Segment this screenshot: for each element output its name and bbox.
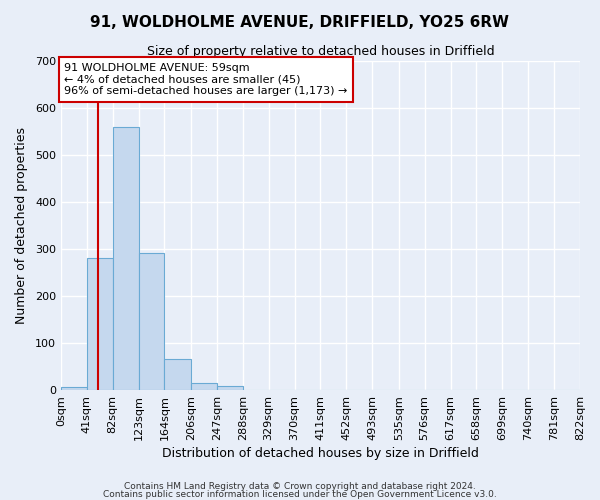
Text: 91 WOLDHOLME AVENUE: 59sqm
← 4% of detached houses are smaller (45)
96% of semi-: 91 WOLDHOLME AVENUE: 59sqm ← 4% of detac… (64, 63, 347, 96)
Y-axis label: Number of detached properties: Number of detached properties (15, 127, 28, 324)
Text: Contains HM Land Registry data © Crown copyright and database right 2024.: Contains HM Land Registry data © Crown c… (124, 482, 476, 491)
Title: Size of property relative to detached houses in Driffield: Size of property relative to detached ho… (146, 45, 494, 58)
Bar (164, 358, 191, 390)
Bar (191, 384, 217, 390)
Bar (113, 128, 139, 390)
Bar (61, 387, 87, 390)
Text: Contains public sector information licensed under the Open Government Licence v3: Contains public sector information licen… (103, 490, 497, 499)
Bar (87, 258, 113, 390)
Bar (139, 253, 164, 390)
Bar (217, 386, 243, 390)
X-axis label: Distribution of detached houses by size in Driffield: Distribution of detached houses by size … (162, 447, 479, 460)
Text: 91, WOLDHOLME AVENUE, DRIFFIELD, YO25 6RW: 91, WOLDHOLME AVENUE, DRIFFIELD, YO25 6R… (91, 15, 509, 30)
